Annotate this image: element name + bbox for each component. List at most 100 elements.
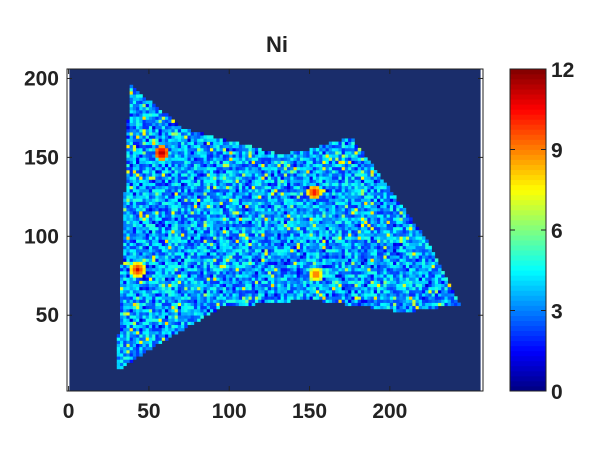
heatmap-cell: [139, 100, 143, 105]
heatmap-cell: [312, 271, 317, 275]
heatmap-cell: [242, 176, 246, 180]
heatmap-cell: [245, 198, 249, 202]
heatmap-cell: [415, 293, 420, 297]
heatmap-cell: [136, 252, 140, 256]
heatmap-cell: [344, 283, 349, 288]
heatmap-cell: [309, 163, 314, 168]
heatmap-cell: [155, 147, 159, 152]
heatmap-cell: [216, 277, 220, 281]
heatmap-cell: [309, 264, 314, 269]
heatmap-cell: [283, 236, 288, 240]
heatmap-cell: [161, 305, 166, 310]
heatmap-cell: [293, 211, 297, 215]
heatmap-cell: [219, 233, 224, 237]
heatmap-cell: [197, 230, 201, 234]
heatmap-cell: [418, 271, 423, 275]
heatmap-cell: [193, 170, 198, 174]
heatmap-cell: [338, 204, 342, 209]
heatmap-cell: [319, 151, 323, 155]
heatmap-cell: [238, 214, 243, 218]
heatmap-cell: [351, 166, 355, 171]
heatmap-cell: [164, 195, 169, 199]
heatmap-cell: [357, 185, 362, 190]
heatmap-cell: [280, 252, 285, 256]
heatmap-cell: [184, 277, 188, 281]
heatmap-cell: [341, 211, 346, 215]
heatmap-cell: [129, 239, 134, 243]
heatmap-cell: [277, 201, 281, 206]
heatmap-cell: [367, 258, 371, 262]
heatmap-cell: [402, 220, 407, 224]
heatmap-cell: [348, 248, 352, 253]
heatmap-cell: [383, 245, 387, 250]
heatmap-cell: [200, 271, 204, 275]
heatmap-cell: [380, 286, 384, 291]
heatmap-cell: [335, 280, 339, 284]
heatmap-cell: [373, 220, 378, 224]
heatmap-cell: [402, 211, 407, 215]
heatmap-cell: [348, 166, 352, 171]
heatmap-cell: [193, 201, 198, 206]
heatmap-cell: [238, 211, 243, 215]
heatmap-cell: [184, 144, 188, 149]
heatmap-cell: [139, 346, 143, 351]
heatmap-cell: [238, 271, 243, 275]
heatmap-cell: [200, 245, 204, 250]
heatmap-cell: [357, 302, 362, 307]
heatmap-cell: [229, 154, 233, 158]
heatmap-cell: [309, 296, 314, 300]
heatmap-cell: [296, 261, 301, 266]
heatmap-cell: [386, 236, 391, 240]
heatmap-cell: [174, 299, 179, 303]
heatmap-cell: [412, 252, 416, 256]
heatmap-cell: [274, 239, 278, 243]
heatmap-cell: [136, 223, 140, 228]
heatmap-cell: [123, 331, 127, 335]
heatmap-cell: [254, 236, 259, 240]
heatmap-cell: [132, 188, 137, 193]
heatmap-cell: [161, 312, 166, 316]
heatmap-cell: [136, 331, 140, 335]
heatmap-cell: [181, 264, 185, 269]
heatmap-cell: [126, 271, 130, 275]
heatmap-cell: [338, 198, 342, 202]
heatmap-cell: [187, 318, 191, 322]
heatmap-cell: [383, 286, 387, 291]
heatmap-cell: [229, 245, 233, 250]
heatmap-cell: [148, 312, 153, 316]
heatmap-cell: [142, 157, 147, 161]
heatmap-cell: [280, 245, 285, 250]
heatmap-cell: [367, 277, 371, 281]
heatmap-cell: [251, 182, 256, 187]
heatmap-cell: [203, 239, 208, 243]
heatmap-cell: [123, 211, 127, 215]
heatmap-cell: [148, 274, 153, 278]
heatmap-cell: [213, 226, 217, 231]
heatmap-cell: [148, 308, 153, 313]
heatmap-cell: [184, 255, 188, 259]
heatmap-cell: [376, 277, 381, 281]
heatmap-cell: [213, 305, 217, 310]
heatmap-cell: [351, 185, 355, 190]
heatmap-cell: [136, 308, 140, 313]
heatmap-cell: [287, 185, 291, 190]
heatmap-cell: [177, 296, 182, 300]
heatmap-cell: [405, 226, 410, 231]
heatmap-cell: [357, 236, 362, 240]
heatmap-cell: [325, 170, 330, 174]
heatmap-cell: [380, 198, 384, 202]
heatmap-cell: [258, 289, 262, 294]
heatmap-cell: [328, 274, 333, 278]
heatmap-cell: [296, 185, 301, 190]
heatmap-cell: [251, 277, 256, 281]
heatmap-cell: [306, 289, 310, 294]
heatmap-cell: [287, 223, 291, 228]
heatmap-cell: [380, 302, 384, 307]
heatmap-cell: [139, 289, 143, 294]
heatmap-cell: [232, 192, 236, 196]
heatmap-cell: [235, 160, 240, 165]
heatmap-cell: [181, 198, 185, 202]
heatmap-cell: [261, 176, 265, 180]
heatmap-cell: [261, 277, 265, 281]
heatmap-cell: [213, 252, 217, 256]
